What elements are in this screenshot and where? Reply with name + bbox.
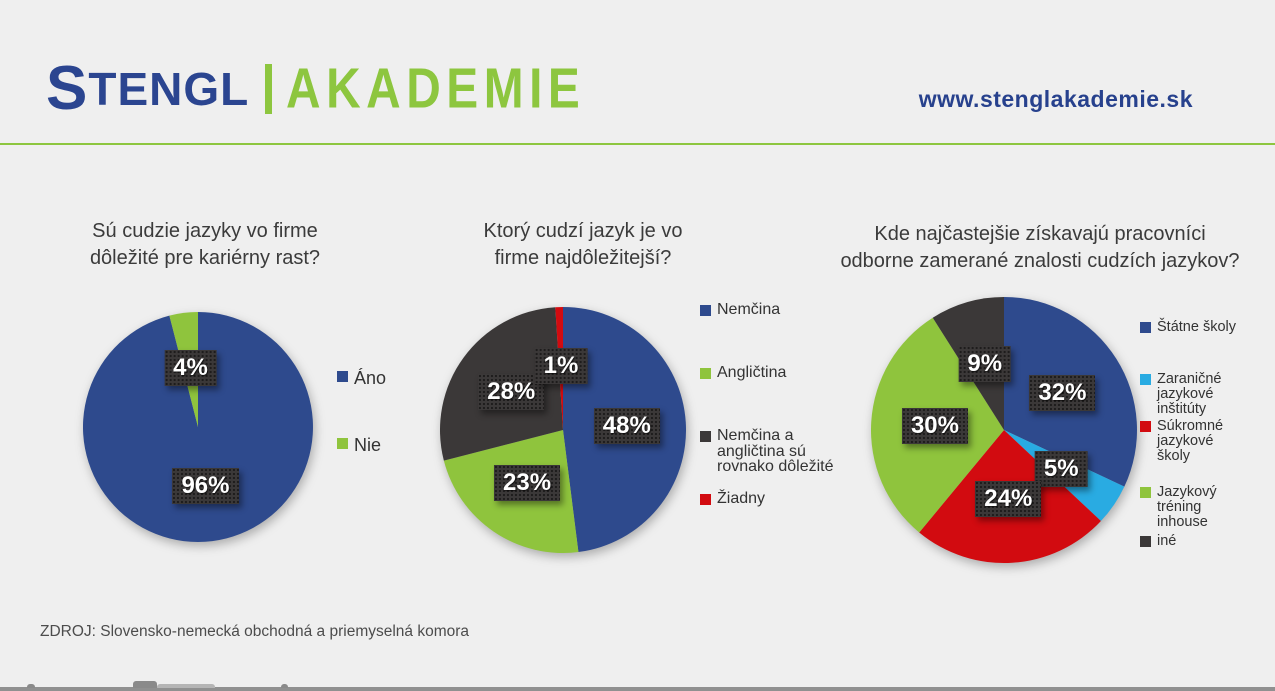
pie-data-label: 1% bbox=[534, 348, 588, 385]
chart2-title: Ktorý cudzí jazyk je vo firme najdôležit… bbox=[483, 220, 683, 269]
legend-swatch-ine bbox=[1140, 536, 1151, 547]
legend-swatch-sukromne-skoly bbox=[1140, 421, 1151, 432]
chart3-title: Kde najčastejšie získavajú pracovníci od… bbox=[840, 223, 1240, 272]
legend-item-nie: Nie bbox=[337, 435, 386, 456]
website-url: www.stenglakademie.sk bbox=[918, 86, 1193, 112]
pie-data-label: 48% bbox=[593, 407, 660, 444]
chart1-legend: Áno Nie bbox=[337, 368, 386, 456]
chart2-legend: Nemčina Angličtina Nemčina a angličtina … bbox=[700, 302, 836, 506]
pie-slice-0 bbox=[83, 312, 313, 542]
footer-cutoff-mark bbox=[281, 684, 288, 688]
pie-data-label: 5% bbox=[1034, 450, 1088, 487]
legend-swatch-trening-inhouse bbox=[1140, 487, 1151, 498]
legend-swatch-nie bbox=[337, 438, 348, 449]
pie-data-label: 4% bbox=[164, 349, 217, 386]
chart1-title: Sú cudzie jazyky vo firme dôležité pre k… bbox=[89, 220, 321, 269]
legend-item-ine: iné bbox=[1140, 534, 1246, 549]
chart3-pie: 32% 5% 24% 30% 9% bbox=[871, 297, 1137, 563]
footer-cutoff-mark bbox=[157, 684, 215, 688]
pie-data-label: 23% bbox=[494, 464, 561, 501]
legend-item-anglictina: Angličtina bbox=[700, 364, 836, 381]
brand-logo-initial: S bbox=[46, 54, 89, 123]
legend-swatch-zahranicne-instituty bbox=[1140, 374, 1151, 385]
legend-swatch-obe-rovnako bbox=[700, 431, 711, 442]
header-divider-line bbox=[0, 143, 1275, 145]
legend-item-statne-skoly: Štátne školy bbox=[1140, 320, 1246, 335]
legend-item-sukromne-skoly: Súkromné jazykové školy bbox=[1140, 419, 1246, 464]
brand-logo-separator bbox=[265, 64, 273, 114]
legend-swatch-ano bbox=[337, 371, 348, 382]
legend-swatch-statne-skoly bbox=[1140, 322, 1151, 333]
footer-cutoff-mark bbox=[27, 684, 35, 688]
legend-swatch-ziadny bbox=[700, 493, 711, 505]
legend-item-trening-inhouse: Jazykový tréning inhouse bbox=[1140, 485, 1246, 530]
brand-logo-stengl: STENGL bbox=[46, 58, 249, 120]
source-citation: ZDROJ: Slovensko-nemecká obchodná a prie… bbox=[40, 623, 470, 640]
legend-item-nemcina: Nemčina bbox=[700, 302, 836, 318]
pie-data-label: 28% bbox=[478, 374, 545, 411]
pie-data-label: 32% bbox=[1029, 374, 1096, 411]
legend-item-ano: Áno bbox=[337, 368, 386, 389]
legend-swatch-nemcina bbox=[700, 305, 711, 316]
pie-data-label: 96% bbox=[172, 468, 239, 505]
brand-logo-rest: TENGL bbox=[88, 63, 250, 115]
chart3-legend: Štátne školy Zaraničné jazykové inštitút… bbox=[1140, 320, 1246, 549]
chart1-pie: 96% 4% bbox=[83, 312, 313, 542]
legend-item-ziadny: Žiadny bbox=[700, 490, 836, 507]
pie-data-label: 30% bbox=[901, 407, 968, 444]
footer-cutoff-mark bbox=[133, 681, 157, 688]
pie-svg bbox=[83, 312, 313, 542]
legend-swatch-anglictina bbox=[700, 367, 711, 379]
bottom-cutoff-bar bbox=[0, 687, 1275, 691]
brand-logo-akademie: AKADEMIE bbox=[286, 57, 586, 121]
legend-item-zahranicne-instituty: Zaraničné jazykové inštitúty bbox=[1140, 372, 1246, 417]
pie-data-label: 9% bbox=[958, 345, 1012, 382]
pie-data-label: 24% bbox=[975, 481, 1042, 518]
legend-item-obe-rovnako: Nemčina a angličtina sú rovnako dôležité bbox=[700, 428, 836, 475]
brand-logo: STENGL AKADEMIE bbox=[46, 58, 612, 120]
chart2-pie: 48% 23% 28% 1% bbox=[440, 307, 686, 553]
